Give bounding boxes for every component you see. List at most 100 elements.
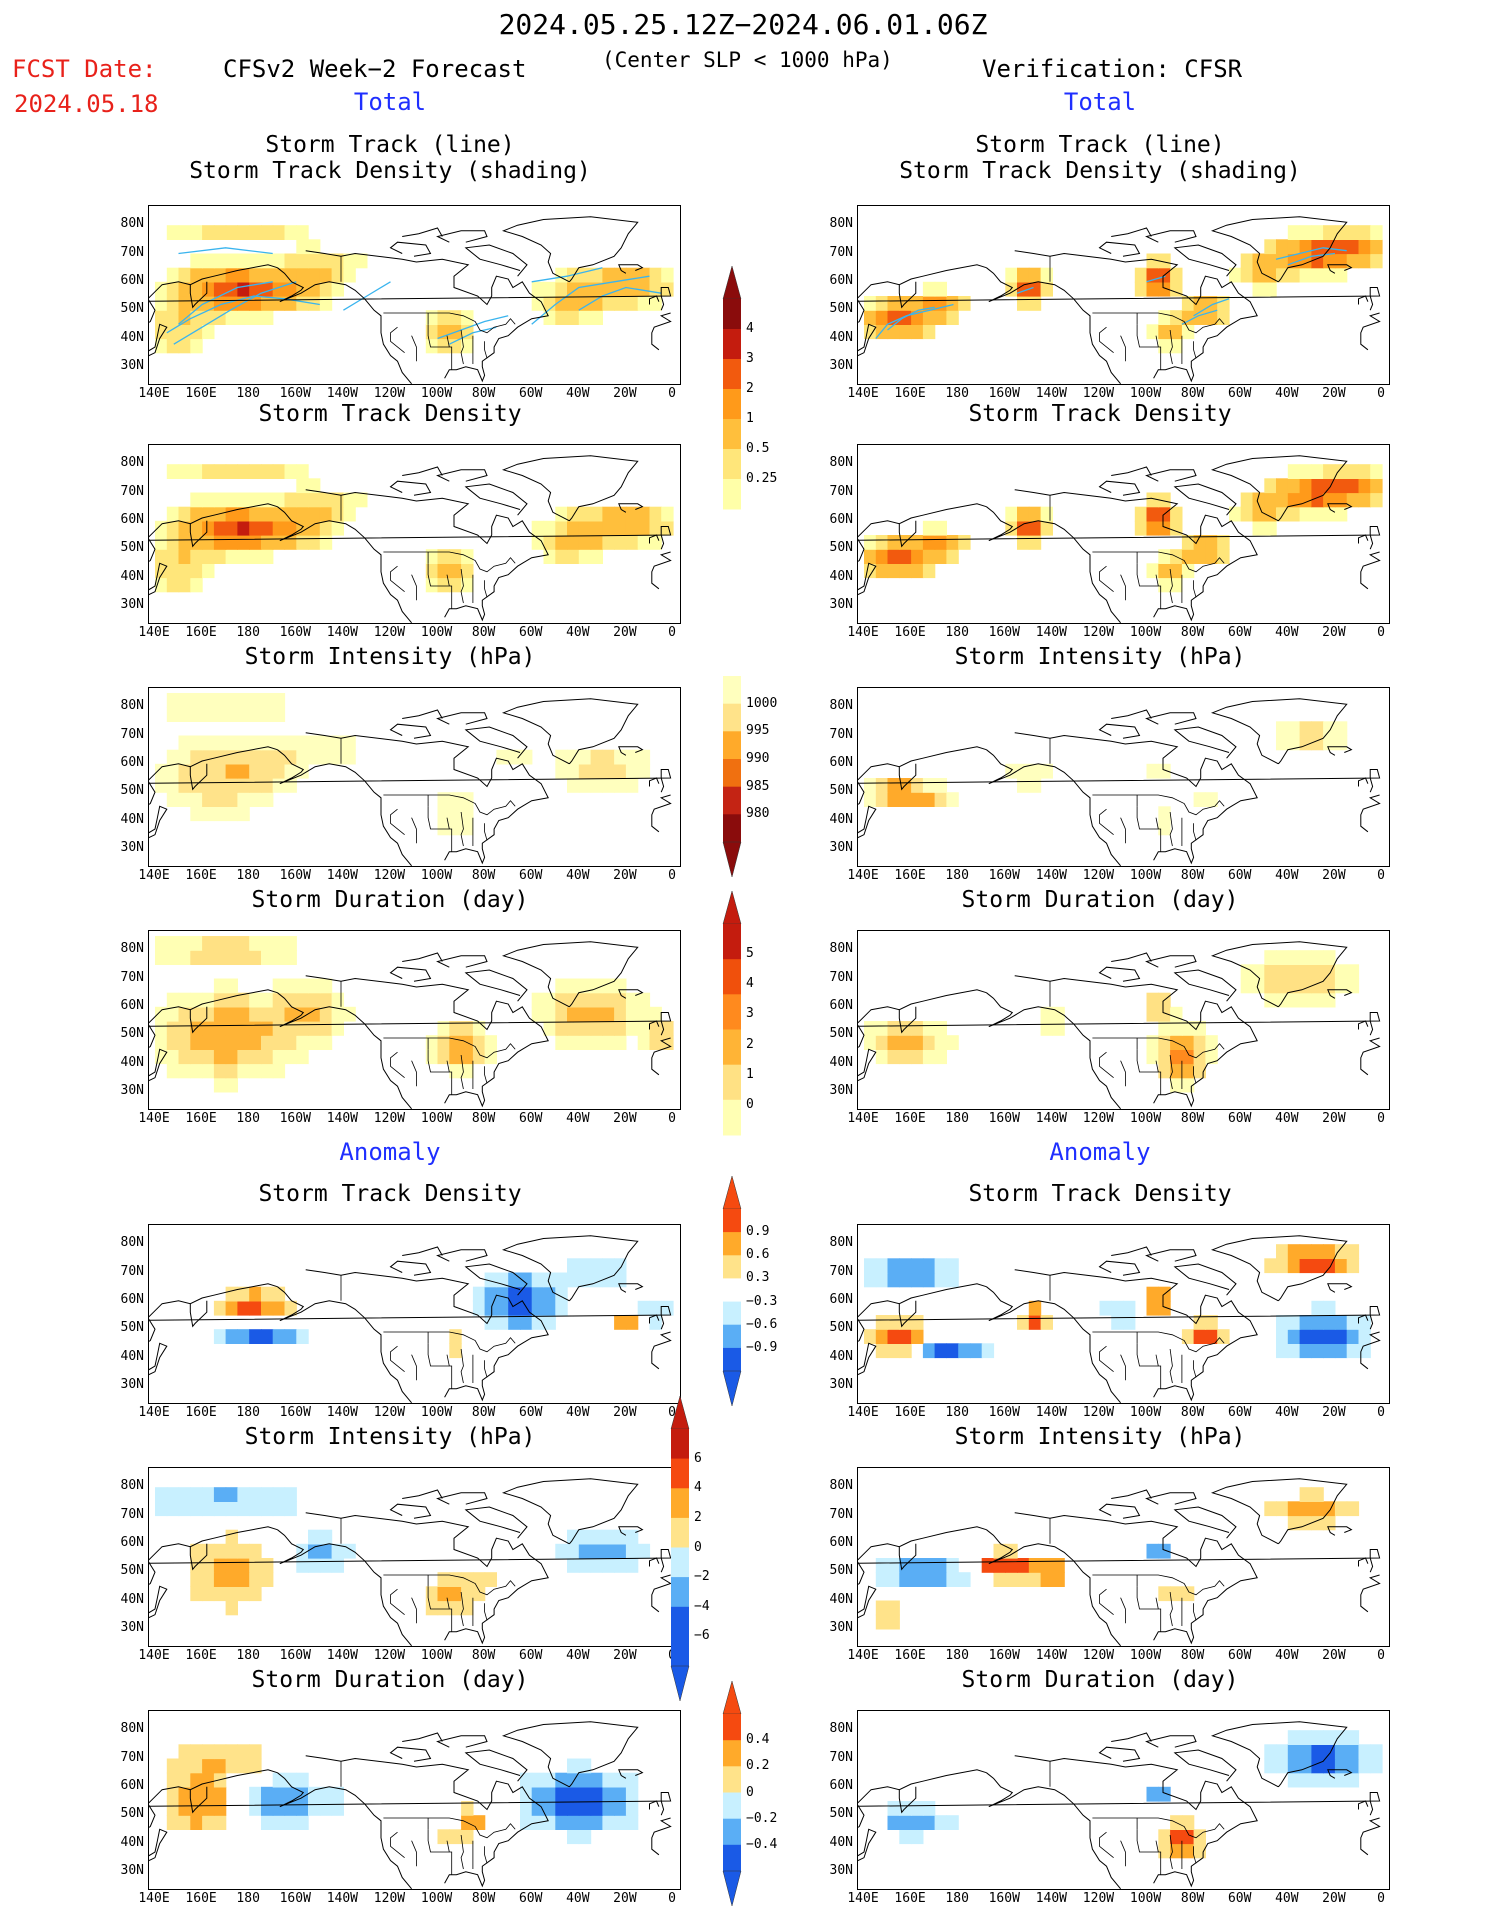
shading-cell [225, 978, 238, 994]
anomaly-cell [899, 1829, 912, 1845]
shading-cell [614, 992, 627, 1008]
coastline [898, 520, 917, 548]
shading-cell [178, 1021, 191, 1036]
lon-tick-label: 40W [1275, 868, 1299, 883]
border-line [383, 794, 516, 816]
anomaly-cell [1264, 1758, 1277, 1774]
anomaly-cell [449, 1586, 462, 1602]
shading-cell [461, 577, 474, 593]
border-line [484, 580, 488, 598]
shading-cell [272, 535, 286, 550]
coastline [898, 1543, 917, 1571]
shading-cell [934, 281, 947, 297]
shading-cell [922, 324, 936, 340]
shading-cell [237, 535, 250, 550]
shading-cell [284, 1006, 297, 1022]
lon-tick-label: 120W [373, 1648, 406, 1663]
lat-tick-label: 30N [120, 357, 144, 373]
anomaly-cell [249, 1300, 262, 1316]
anomaly-cell [1299, 1772, 1312, 1788]
anomaly-cell [225, 1286, 238, 1302]
shading-cell [213, 281, 227, 297]
shading-cell [946, 549, 959, 564]
colorbar-segment [723, 479, 741, 510]
shading-cell [1181, 310, 1195, 325]
lat-tick-label: 70N [120, 1506, 144, 1522]
anomaly-cell [225, 1572, 238, 1587]
shading-cell [178, 693, 191, 708]
coastline [402, 1489, 443, 1499]
shading-cell [202, 549, 215, 564]
shading-cell [1334, 464, 1348, 479]
shading-cell [567, 310, 580, 325]
coastline [858, 769, 1381, 793]
coastline [986, 267, 1121, 384]
shading-cell [649, 1035, 662, 1050]
lon-tick-label: 140W [1035, 386, 1068, 401]
border-line [383, 1817, 516, 1839]
anomaly-cell [319, 1801, 333, 1816]
lon-tick-label: 80W [1180, 1648, 1205, 1663]
shading-cell [887, 1021, 900, 1036]
lon-tick-label: 140E [847, 1405, 879, 1420]
shading-cell [1134, 520, 1148, 536]
colorbar-segment [723, 419, 741, 450]
lon-tick-label: 100W [1129, 1891, 1162, 1906]
shading-cell [272, 464, 286, 479]
shading-cell [1287, 253, 1301, 269]
shading-cell [461, 1021, 474, 1036]
shading-cell [578, 506, 592, 522]
anomaly-cell [484, 1286, 497, 1302]
lon-tick-label: 160E [894, 1648, 926, 1663]
anomaly-cell [472, 1586, 486, 1602]
border-line [1193, 580, 1197, 598]
forecast-track-density-map [148, 205, 681, 385]
anomaly-cell [875, 1614, 889, 1630]
coastline [149, 1769, 278, 1828]
shading-cell [637, 749, 651, 765]
shading-cell [425, 563, 439, 579]
lon-tick-label: 140W [326, 1648, 359, 1663]
title-intensity-left: Storm Intensity (hPa) [244, 644, 536, 670]
shading-cell [308, 267, 321, 283]
shading-cell [875, 778, 889, 793]
duration-colorbar [722, 890, 742, 1136]
shading-cell [1264, 253, 1277, 269]
shading-cell [1158, 563, 1171, 579]
shading-cell [1334, 239, 1348, 255]
colorbar-label: 0 [694, 1539, 702, 1555]
title-anom-density-right: Storm Track Density [968, 1181, 1232, 1207]
anomaly-cell [934, 1572, 947, 1587]
coastline [149, 323, 168, 357]
colorbar-label: −0.9 [746, 1339, 778, 1355]
lon-tick-label: 160W [279, 868, 311, 883]
shading-cell [319, 535, 333, 550]
shading-cell [934, 520, 947, 536]
colorbar-label: 0.25 [746, 471, 778, 486]
colorbar-label: 1000 [746, 695, 778, 711]
shading-cell [637, 1035, 651, 1050]
lat-tick-label: 40N [829, 811, 853, 827]
shading-cell [614, 778, 627, 793]
coastline [389, 1503, 432, 1519]
colorbar-segment [723, 676, 741, 705]
colorbar-segment [671, 1547, 689, 1578]
shading-cell [155, 296, 168, 311]
shading-cell [308, 492, 321, 508]
colorbar-segment [723, 924, 741, 960]
anomaly-cell [425, 1600, 439, 1616]
coastline [1210, 1478, 1348, 1545]
shading-cell [899, 549, 912, 564]
anomaly-cell [261, 1815, 274, 1830]
border-line [390, 1051, 405, 1079]
border-line [390, 565, 405, 593]
lon-tick-label: 60W [1227, 1111, 1252, 1126]
colorbar-label: 2 [746, 1036, 754, 1052]
forecast-track-density-map-map [149, 216, 674, 384]
anomaly-cell [225, 1558, 238, 1573]
coastline [1210, 1235, 1348, 1302]
anomaly-cell [202, 1744, 215, 1760]
anomaly-cell [308, 1558, 321, 1573]
lon-tick-label: 60W [518, 386, 543, 401]
border-line [1169, 568, 1173, 604]
